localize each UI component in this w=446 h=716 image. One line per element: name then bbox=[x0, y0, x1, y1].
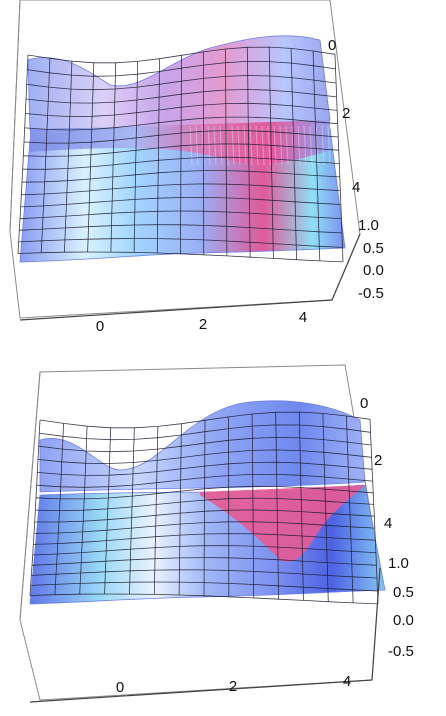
mesh-line bbox=[334, 54, 344, 262]
mesh-line bbox=[251, 413, 255, 598]
wall-stripe bbox=[207, 125, 211, 166]
mesh-line bbox=[268, 47, 274, 259]
mesh-line bbox=[312, 50, 321, 261]
surface-plot-2: 0 2 4 0 2 4 1.0 0.5 0.0 -0.5 bbox=[19, 364, 414, 703]
mesh-line bbox=[346, 415, 354, 603]
y-tick-label: 4 bbox=[384, 515, 392, 532]
mesh-line bbox=[29, 419, 41, 596]
wall-stripe bbox=[213, 125, 217, 166]
x-tick-label: 0 bbox=[96, 318, 104, 335]
mesh-line bbox=[54, 423, 64, 595]
mesh-line bbox=[64, 61, 73, 253]
box-edge bbox=[19, 371, 41, 621]
wall-stripe bbox=[297, 125, 301, 166]
mesh-line bbox=[153, 426, 159, 595]
mesh-line bbox=[178, 423, 182, 596]
y-tick-label: 0 bbox=[360, 395, 368, 412]
mesh-line bbox=[203, 420, 206, 596]
wall-stripe bbox=[195, 125, 199, 166]
mesh-line bbox=[104, 427, 112, 595]
mesh-line bbox=[225, 48, 228, 256]
x-tick-label: 2 bbox=[199, 316, 207, 333]
mesh-line bbox=[87, 62, 95, 253]
mesh-line bbox=[156, 58, 160, 254]
x-axis-line bbox=[29, 679, 373, 703]
y-tick-label: 2 bbox=[342, 105, 350, 122]
surface-cut-face bbox=[200, 485, 365, 562]
mesh-line bbox=[298, 412, 304, 601]
z-axis-line bbox=[331, 233, 361, 301]
mesh-line bbox=[290, 48, 297, 260]
mesh-line bbox=[40, 58, 51, 253]
z-tick-label: 1.0 bbox=[358, 217, 379, 234]
box-edge bbox=[9, 0, 21, 233]
surface-back bbox=[27, 35, 331, 131]
wall-stripe bbox=[321, 125, 325, 166]
wall-stripe bbox=[309, 125, 313, 166]
mesh-line bbox=[79, 426, 88, 595]
z-tick-label: 0.0 bbox=[393, 612, 414, 629]
mesh-line bbox=[275, 412, 279, 600]
x-tick-label: 2 bbox=[229, 678, 237, 695]
wall-stripe bbox=[249, 125, 253, 166]
mesh-line bbox=[180, 55, 182, 254]
x-tick-label: 0 bbox=[116, 679, 124, 696]
z-tick-label: 0.0 bbox=[363, 262, 384, 279]
z-tick-label: 0.5 bbox=[363, 240, 384, 257]
y-tick-label: 4 bbox=[352, 179, 360, 196]
wall-stripe bbox=[219, 125, 223, 166]
x-tick-label: 4 bbox=[299, 309, 307, 326]
wall-stripe bbox=[315, 125, 319, 166]
mesh-line bbox=[246, 47, 251, 258]
x-axis-line bbox=[19, 299, 333, 321]
y-tick-label: 2 bbox=[374, 452, 382, 469]
mesh-line bbox=[129, 427, 135, 595]
wall-stripe bbox=[327, 125, 331, 166]
z-tick-label: 1.0 bbox=[388, 555, 409, 572]
surface-plot-1: 0 2 4 0 2 4 1.0 0.5 0.0 -0.5 bbox=[9, 0, 384, 335]
wall-stripe bbox=[237, 125, 241, 166]
z-axis-line bbox=[371, 567, 381, 681]
mesh-line bbox=[133, 61, 138, 253]
mesh-line bbox=[369, 419, 379, 604]
x-tick-label: 4 bbox=[343, 673, 351, 690]
wall-stripe bbox=[243, 125, 247, 166]
y-tick-label: 0 bbox=[328, 37, 336, 54]
mesh-line bbox=[322, 413, 329, 602]
z-tick-label: -0.5 bbox=[358, 285, 384, 302]
wall-stripe bbox=[303, 125, 307, 166]
surface-back bbox=[39, 400, 366, 493]
mesh-line bbox=[110, 62, 117, 253]
z-tick-label: -0.5 bbox=[388, 643, 414, 660]
z-tick-label: 0.5 bbox=[393, 584, 414, 601]
mesh-line bbox=[17, 54, 29, 254]
wall-stripe bbox=[231, 125, 235, 166]
